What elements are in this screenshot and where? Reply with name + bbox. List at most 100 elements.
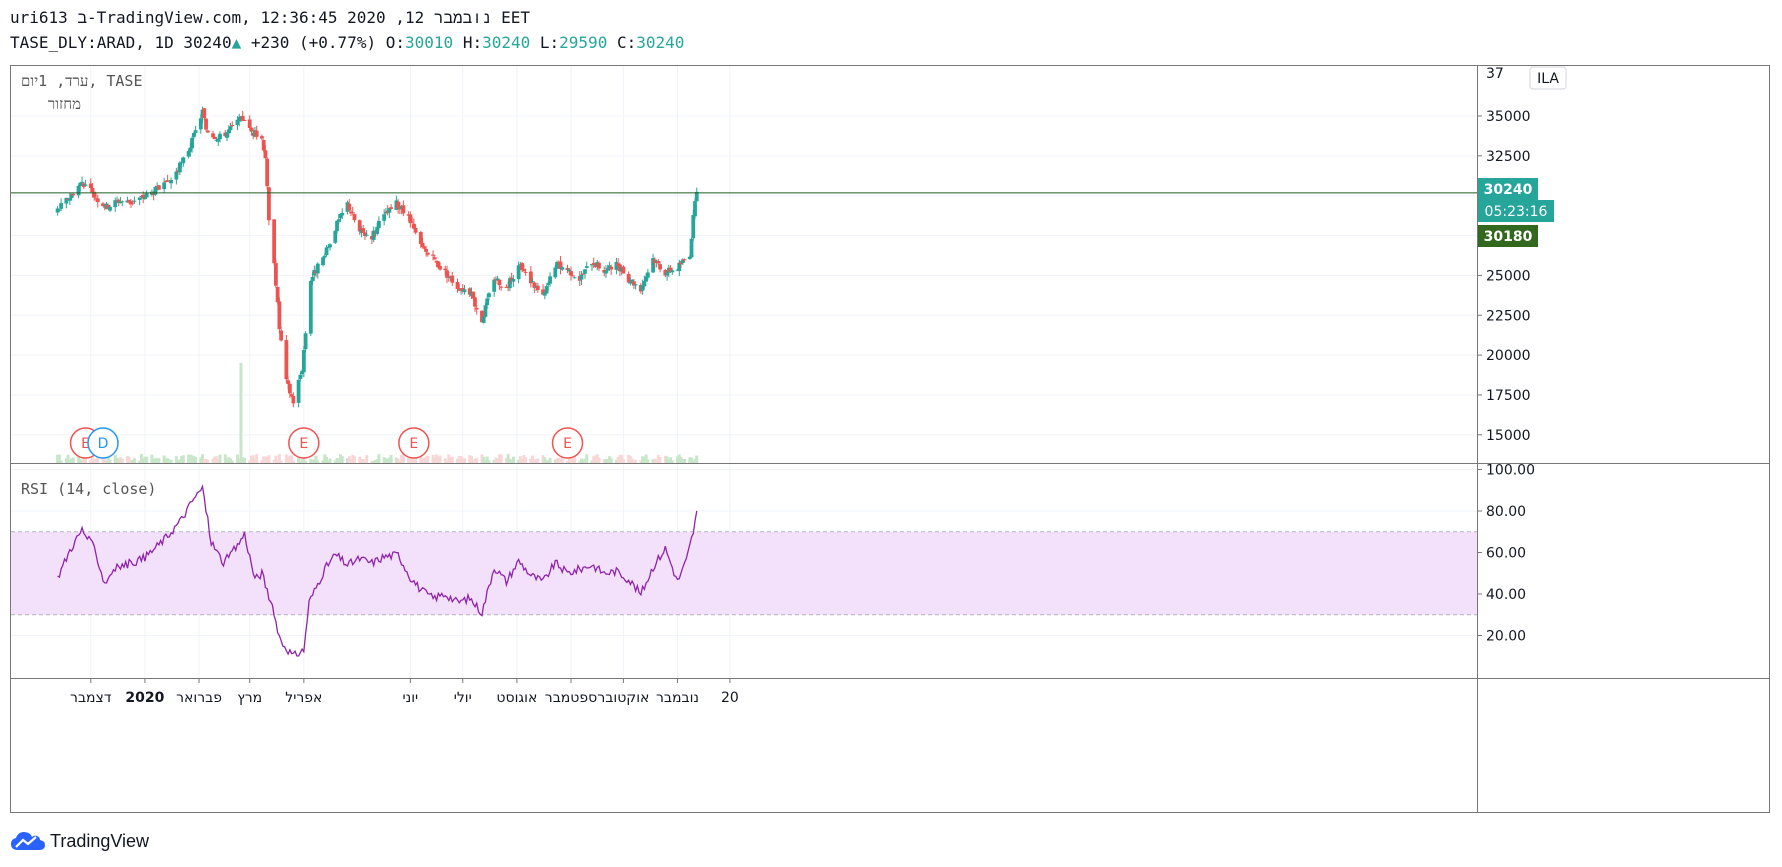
candle-body	[485, 298, 490, 306]
volume-bar	[230, 460, 234, 463]
candle-body	[396, 201, 401, 209]
candle-body	[71, 194, 76, 196]
candle-body	[335, 220, 339, 232]
volume-bar	[262, 456, 266, 463]
volume-bar	[511, 456, 515, 463]
candle-body	[487, 293, 491, 298]
candle-body	[216, 138, 221, 142]
candle-body	[237, 117, 242, 122]
volume-bar	[302, 457, 306, 463]
candle-body	[455, 281, 460, 290]
price-tick-label: 32500	[1486, 149, 1531, 165]
candle-body	[495, 278, 500, 281]
volume-bar	[616, 456, 620, 463]
volume-bar	[487, 460, 491, 463]
volume-bar	[691, 460, 695, 463]
volume-bar	[473, 458, 477, 463]
candle-body	[645, 272, 650, 278]
volume-bar	[618, 455, 622, 463]
candle-body	[628, 282, 633, 284]
candle-body	[507, 278, 512, 289]
volume-bar	[412, 458, 416, 463]
candle-body	[101, 203, 105, 207]
volume-bar	[94, 460, 98, 463]
volume-bar	[468, 455, 472, 463]
candle-body	[532, 282, 537, 288]
candle-body	[95, 198, 100, 203]
price-tick-label: 35000	[1486, 109, 1531, 125]
candle-body	[340, 212, 345, 216]
volume-bar	[237, 458, 241, 463]
candle-body	[287, 383, 292, 394]
volume-bar	[349, 458, 353, 463]
dividend-event-label: D	[98, 436, 109, 452]
price-change: +230 (+0.77%)	[250, 33, 377, 52]
volume-bar	[325, 456, 329, 463]
volume-bar	[101, 458, 105, 463]
candle-body	[546, 282, 551, 285]
earnings-event-label: E	[563, 436, 572, 452]
volume-bar	[469, 456, 473, 463]
volume-bar	[669, 457, 673, 463]
candle-body	[83, 184, 88, 186]
volume-bar	[499, 454, 503, 463]
volume-bar	[389, 455, 393, 463]
volume-bar	[267, 455, 271, 463]
volume-bar	[129, 460, 133, 463]
candle-body	[591, 262, 596, 266]
candle-body	[492, 279, 497, 292]
volume-bar	[627, 454, 631, 463]
volume-bar	[216, 459, 220, 463]
symbol-name: TASE_DLY:ARAD, 1D	[10, 33, 174, 52]
time-tick-label: 2020	[125, 690, 164, 706]
volume-bar	[377, 454, 381, 463]
chart-frame[interactable]: EDEEE15000175002000022500250002750030000…	[10, 65, 1770, 813]
volume-bar	[457, 456, 461, 463]
volume-bar	[676, 456, 680, 463]
candle-body	[677, 262, 682, 272]
volume-bar	[92, 459, 96, 463]
candle-body	[350, 212, 355, 214]
volume-bar	[248, 460, 252, 463]
tradingview-logo[interactable]: TradingView	[10, 828, 149, 854]
candle-body	[425, 252, 430, 255]
candle-body	[481, 316, 486, 323]
volume-bar	[522, 454, 526, 463]
candle-body	[188, 147, 193, 152]
volume-bar	[655, 460, 659, 463]
candle-body	[516, 265, 521, 280]
volume-bar	[131, 459, 135, 463]
volume-bar	[663, 455, 667, 463]
series-legend-title: ערד, 1יום, TASE	[21, 72, 143, 90]
candle-body	[656, 261, 661, 264]
volume-bar	[314, 455, 318, 463]
volume-bar	[384, 458, 388, 463]
candle-body	[535, 285, 540, 291]
volume-bar	[218, 454, 222, 463]
logo-text: TradingView	[50, 830, 150, 851]
candle-body	[90, 187, 95, 193]
candle-body	[579, 274, 584, 280]
volume-bar	[398, 460, 402, 463]
volume-bar	[382, 457, 386, 463]
candle-body	[558, 261, 563, 270]
candle-body	[483, 305, 488, 317]
rsi-tick-label: 40.00	[1486, 587, 1526, 603]
candle-body	[389, 207, 394, 209]
candle-body	[228, 126, 233, 131]
time-tick-label: ספטמבר	[545, 690, 597, 706]
volume-bar	[560, 454, 564, 463]
price-tick-label: 20000	[1486, 348, 1531, 364]
candle-body	[401, 205, 406, 214]
rsi-tick-label: 60.00	[1486, 546, 1526, 562]
volume-bar	[139, 454, 143, 463]
volume-bar	[438, 455, 442, 463]
volume-bar	[419, 455, 423, 463]
low-value: 29590	[559, 33, 608, 52]
volume-bar	[167, 459, 171, 463]
volume-bar	[309, 458, 313, 463]
candle-body	[443, 268, 448, 271]
candle-body	[174, 171, 179, 180]
volume-bar	[304, 460, 308, 463]
chart-svg[interactable]: EDEEE15000175002000022500250002750030000…	[11, 66, 1769, 812]
